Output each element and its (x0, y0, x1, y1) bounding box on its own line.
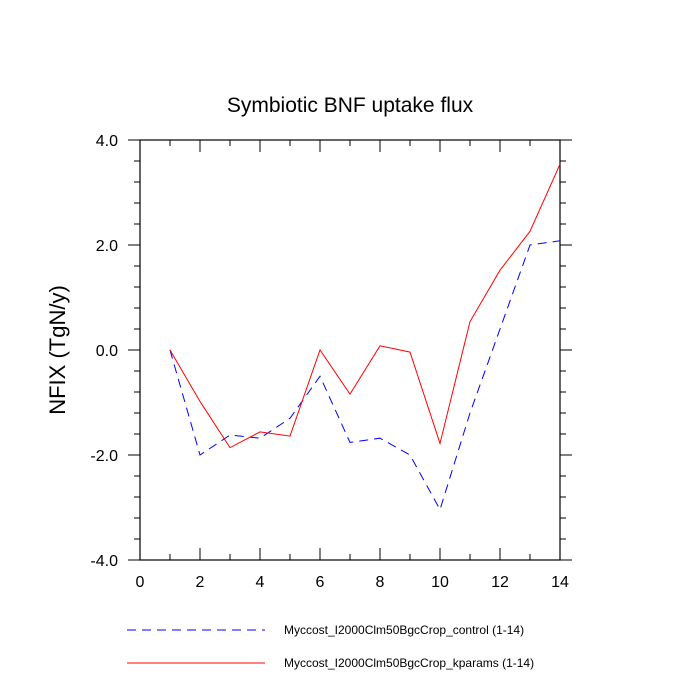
series-line-1 (169, 240, 561, 511)
x-tick-label: 2 (196, 574, 205, 591)
y-tick-label: -2.0 (90, 448, 118, 465)
x-tick-label: 12 (491, 574, 509, 591)
series-line-2 (169, 163, 561, 449)
x-tick-label: 10 (431, 574, 449, 591)
y-tick-label: 2.0 (96, 238, 118, 255)
y-axis-label: NFIX (TgN/y) (45, 285, 70, 415)
x-tick-label: 8 (376, 574, 385, 591)
x-tick-label: 6 (316, 574, 325, 591)
y-tick-label: 0.0 (96, 343, 118, 360)
x-tick-label: 4 (256, 574, 265, 591)
legend-label-1: Myccost_I2000Clm50BgcCrop_control (1-14) (284, 623, 524, 637)
y-tick-label: -4.0 (90, 553, 118, 570)
legend: Myccost_I2000Clm50BgcCrop_control (1-14)… (127, 623, 534, 670)
chart-title: Symbiotic BNF uptake flux (227, 94, 474, 117)
plot-area: 0 2 4 6 8 10 12 14 -4.0 -2.0 0.0 2.0 4.0 (90, 133, 572, 591)
x-tick-label: 0 (136, 574, 145, 591)
legend-label-2: Myccost_I2000Clm50BgcCrop_kparams (1-14) (284, 656, 534, 670)
y-tick-label: 4.0 (96, 133, 118, 150)
plot-frame (139, 139, 561, 561)
x-tick-label: 14 (551, 574, 569, 591)
